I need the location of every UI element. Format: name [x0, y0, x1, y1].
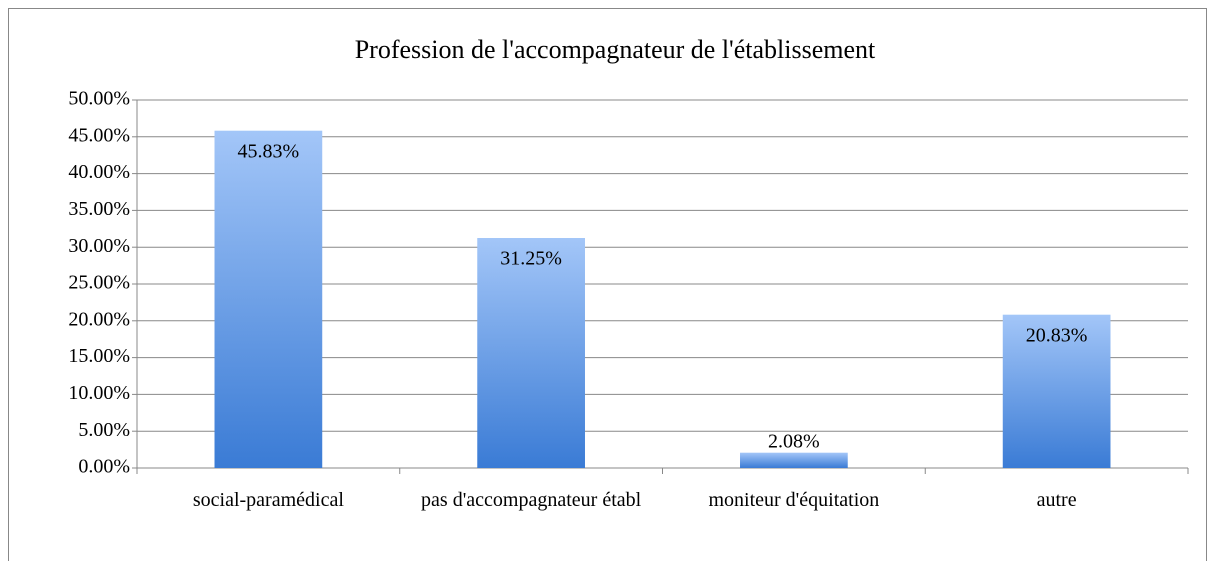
x-tick-label: social-paramédical	[192, 489, 344, 511]
data-label: 45.83%	[238, 140, 300, 162]
y-tick-label: 10.00%	[68, 382, 130, 404]
x-tick-label: moniteur d'équitation	[708, 489, 880, 511]
x-tick-label: autre	[1036, 489, 1077, 511]
bar	[477, 238, 585, 468]
y-tick-label: 20.00%	[68, 308, 130, 330]
data-label: 31.25%	[500, 248, 562, 270]
y-tick-label: 5.00%	[78, 419, 130, 441]
data-label: 20.83%	[1026, 324, 1088, 346]
bar	[1002, 314, 1111, 468]
y-tick-label: 45.00%	[68, 124, 130, 146]
chart-title: Profession de l'accompagnateur de l'étab…	[355, 35, 876, 64]
chart-border	[8, 8, 1207, 561]
bar	[740, 452, 848, 468]
y-tick-label: 0.00%	[78, 456, 130, 478]
y-tick-label: 30.00%	[68, 235, 130, 257]
y-tick-label: 35.00%	[68, 198, 130, 220]
y-tick-label: 15.00%	[68, 345, 130, 367]
bar	[214, 130, 323, 468]
y-tick-label: 40.00%	[68, 161, 130, 183]
data-label: 2.08%	[768, 430, 820, 452]
y-tick-label: 25.00%	[68, 272, 130, 294]
x-tick-label: pas d'accompagnateur établ	[421, 489, 642, 511]
y-tick-label: 50.00%	[68, 88, 130, 110]
